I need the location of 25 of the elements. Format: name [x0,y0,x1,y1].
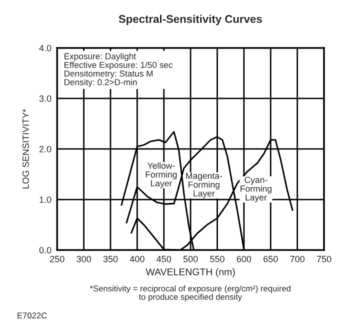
y-tick-label: 1.0 [40,196,52,203]
x-tick-label: 250 [50,256,64,262]
x-tick-label: 600 [236,256,252,262]
annotation: Exposure: Daylight Effective Exposure: 1/50 sec Densitometry: Status M Density: 0.2>D-min [64,52,173,87]
x-tick-label: 300 [76,256,91,262]
y-tick-label: 0.0 [39,247,52,254]
chart-title: Spectral-Sensitivity Curves [118,14,262,26]
x-tick-label: 400 [130,256,144,262]
x-tick-label: 750 [316,256,332,262]
x-tick-label: 350 [103,256,118,262]
x-axis-title: WAVELENGTH (nm) [146,268,235,278]
x-tick-label: 650 [264,256,278,262]
x-tick-label: 450 [156,256,172,262]
annotation: Magenta- Forming Layer [186,172,222,198]
text: *Sensitivity = reciprocal of exposure (erg/cm²) required to produce specified density [90,285,290,302]
x-tick-label: 500 [183,256,198,262]
annotation: Yellow- Forming Layer [146,162,177,188]
y-axis-title: LOG SENSITIVITY* [22,108,29,188]
x-tick-label: 700 [290,256,305,262]
y-tick-label: 2.0 [39,146,52,152]
annotation: Cyan- Forming Layer [240,176,272,202]
x-tick-label: 550 [210,256,224,262]
y-tick-label: 4.0 [39,44,52,52]
text: E7022C [18,312,47,318]
y-tick-label: 3.0 [39,95,52,102]
